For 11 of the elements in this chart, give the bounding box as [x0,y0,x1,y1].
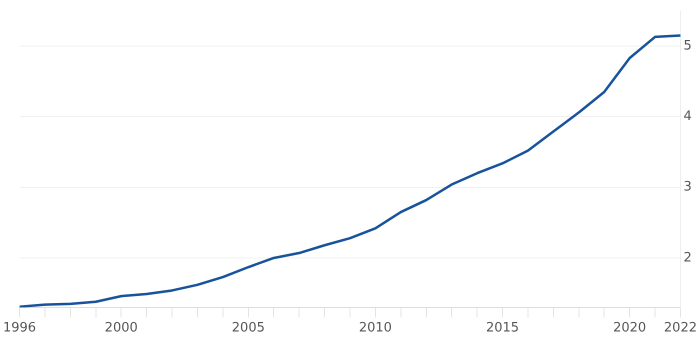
x-tick-label: 2005 [232,320,265,336]
x-tick-label: 2022 [664,320,698,336]
x-tick-label: 2000 [104,320,138,336]
y-tick-label: 2 [683,250,692,266]
x-tick-label: 1996 [2,320,36,336]
y-tick-label: 5 [683,38,692,54]
x-tick-label: 2010 [358,320,392,336]
y-tick-label: 4 [683,109,692,124]
x-tick-label: 2015 [486,320,520,336]
y-tick-label: 3 [683,180,692,195]
x-tick-label: 2020 [613,320,646,336]
